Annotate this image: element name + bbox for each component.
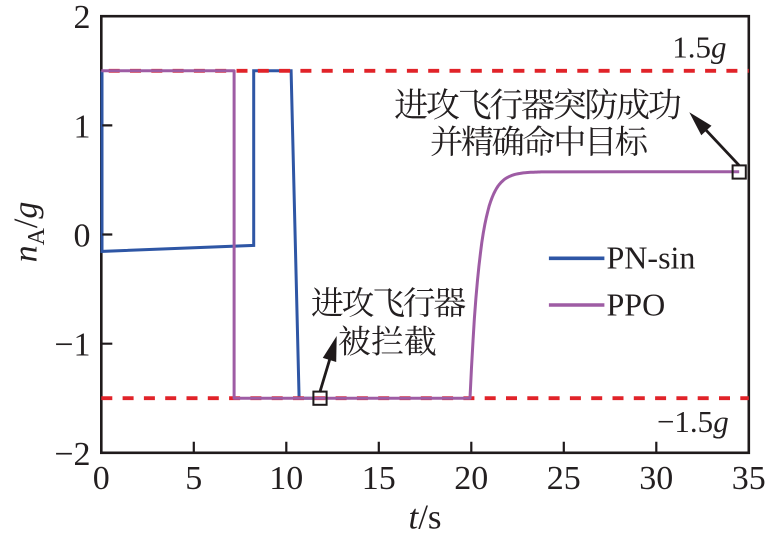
svg-text:−1: −1 xyxy=(54,327,90,364)
svg-text:0: 0 xyxy=(93,460,110,497)
svg-text:15: 15 xyxy=(362,460,396,497)
svg-text:−2: −2 xyxy=(54,436,90,473)
svg-text:0: 0 xyxy=(74,218,91,255)
svg-text:1: 1 xyxy=(74,108,91,145)
svg-text:t/s: t/s xyxy=(408,498,441,535)
svg-text:2: 2 xyxy=(74,0,91,36)
svg-text:35: 35 xyxy=(732,460,766,497)
svg-text:−1.5g: −1.5g xyxy=(657,404,729,439)
svg-text:20: 20 xyxy=(454,460,488,497)
svg-text:1.5g: 1.5g xyxy=(672,30,726,65)
svg-text:5: 5 xyxy=(185,460,202,497)
svg-text:10: 10 xyxy=(269,460,303,497)
svg-text:PN-sin: PN-sin xyxy=(607,239,696,275)
svg-text:30: 30 xyxy=(639,460,673,497)
svg-text:nA/g: nA/g xyxy=(8,202,51,263)
svg-text:PPO: PPO xyxy=(607,286,666,322)
svg-text:25: 25 xyxy=(547,460,581,497)
